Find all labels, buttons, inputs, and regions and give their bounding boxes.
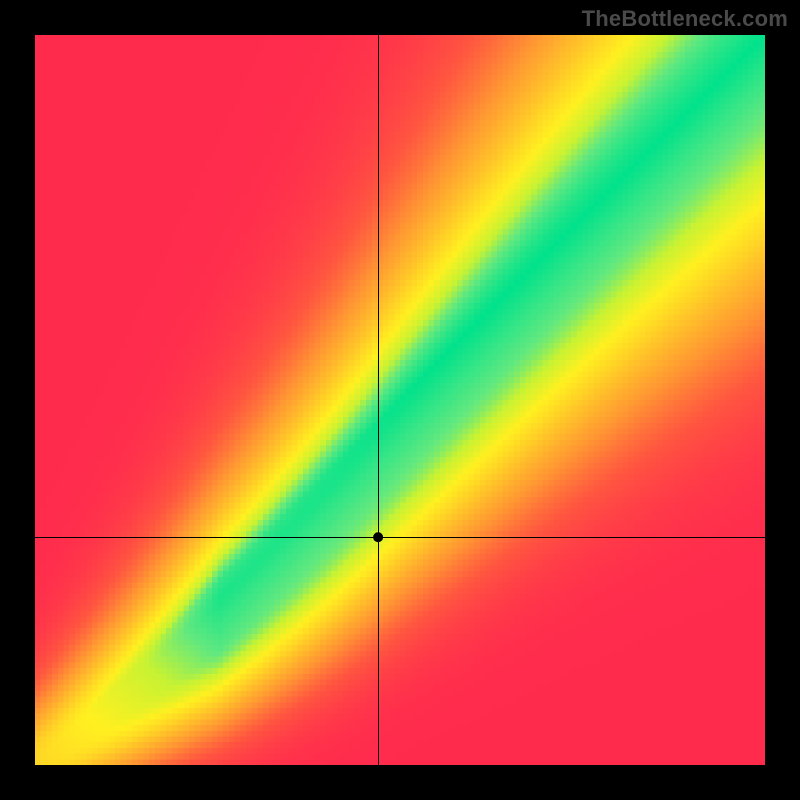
watermark-label: TheBottleneck.com [582, 6, 788, 32]
chart-container: TheBottleneck.com [0, 0, 800, 800]
crosshair-overlay [35, 35, 765, 765]
